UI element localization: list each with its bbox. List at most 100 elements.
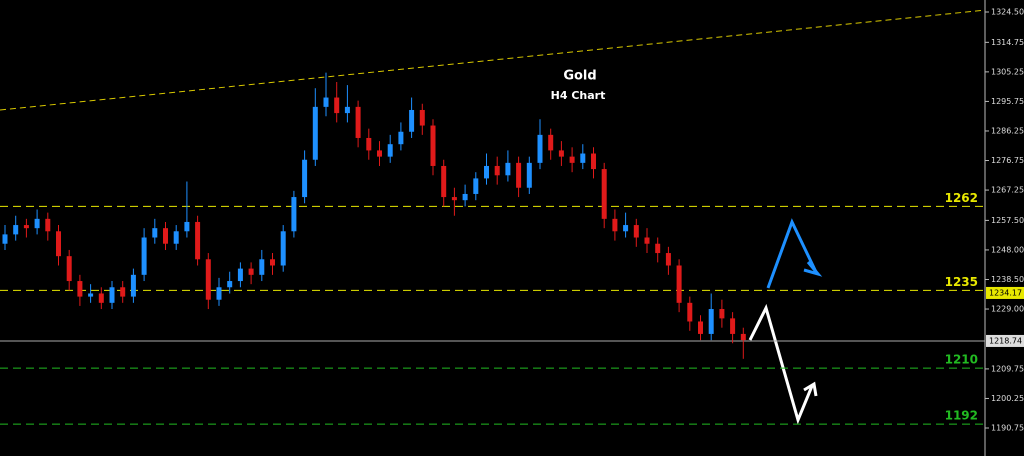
candle-body bbox=[334, 97, 340, 114]
candle-body bbox=[516, 162, 522, 188]
candle-body bbox=[558, 150, 564, 157]
price-tag: 1218.74 bbox=[989, 336, 1022, 345]
candle-body bbox=[312, 106, 318, 160]
candle-body bbox=[13, 225, 19, 235]
candle-body bbox=[719, 309, 725, 319]
candle-body bbox=[45, 218, 51, 232]
y-tick-label: 1305.25 bbox=[991, 67, 1024, 76]
price-tag-bg bbox=[986, 334, 1024, 347]
candle-body bbox=[548, 134, 554, 151]
candle-body bbox=[344, 106, 350, 114]
candle-body bbox=[173, 231, 179, 244]
up-arrow-head bbox=[803, 261, 823, 277]
candle-body bbox=[740, 333, 746, 341]
candle-body bbox=[398, 131, 404, 145]
candle-body bbox=[377, 150, 382, 157]
y-tick-label: 1314.75 bbox=[991, 38, 1024, 47]
y-tick-label: 1229.00 bbox=[991, 305, 1024, 314]
candle-body bbox=[451, 197, 457, 201]
candle-body bbox=[366, 137, 372, 151]
candle-body bbox=[387, 144, 393, 157]
price-tag-bg bbox=[986, 286, 1024, 299]
level-label: 1192 bbox=[945, 409, 978, 423]
candle-body bbox=[537, 134, 543, 163]
candle-body bbox=[441, 165, 447, 198]
y-tick-label: 1286.25 bbox=[991, 126, 1024, 135]
candle-body bbox=[665, 253, 671, 266]
candle-body bbox=[430, 125, 436, 166]
candle-body bbox=[419, 109, 425, 126]
candle-body bbox=[655, 243, 661, 254]
candle-body bbox=[88, 293, 94, 297]
candle-body bbox=[195, 221, 201, 260]
candle-body bbox=[580, 153, 586, 163]
candle-body bbox=[462, 193, 468, 201]
candle-body bbox=[109, 287, 115, 303]
candle-body bbox=[163, 228, 168, 244]
candle-body bbox=[34, 218, 40, 229]
candle-body bbox=[644, 237, 650, 244]
candle-body bbox=[612, 218, 618, 232]
down-arrow bbox=[748, 303, 814, 425]
candle-body bbox=[409, 109, 415, 132]
trendline bbox=[0, 9, 986, 111]
candle-body bbox=[141, 237, 147, 275]
candle-body bbox=[676, 265, 682, 303]
candle-body bbox=[237, 268, 243, 282]
candle-body bbox=[291, 197, 297, 232]
y-tick-label: 1209.75 bbox=[991, 364, 1024, 373]
candle-body bbox=[494, 165, 500, 176]
candle-body bbox=[152, 228, 158, 238]
candle-body bbox=[184, 221, 190, 232]
candle-body bbox=[216, 287, 222, 300]
candle-body bbox=[56, 231, 61, 257]
y-tick-label: 1257.50 bbox=[991, 216, 1024, 225]
candle-body bbox=[473, 178, 479, 194]
candle-body bbox=[66, 256, 72, 282]
chart-title: Gold bbox=[563, 69, 596, 84]
candle-body bbox=[601, 169, 607, 219]
candle-body bbox=[248, 268, 254, 275]
y-tick-label: 1248.00 bbox=[991, 245, 1024, 254]
candle-body bbox=[569, 156, 575, 163]
candle-body bbox=[120, 287, 126, 297]
up-arrow bbox=[766, 218, 818, 289]
candle-body bbox=[623, 225, 629, 232]
y-tick-label: 1295.75 bbox=[991, 97, 1024, 106]
candle-body bbox=[77, 281, 83, 297]
candle-body bbox=[591, 153, 596, 170]
candle-body bbox=[730, 318, 736, 334]
level-label: 1235 bbox=[945, 275, 978, 289]
candle-body bbox=[633, 225, 639, 238]
y-tick-label: 1200.25 bbox=[991, 394, 1024, 403]
y-tick-label: 1238.50 bbox=[991, 275, 1024, 284]
y-tick-label: 1267.25 bbox=[991, 186, 1024, 195]
candle-body bbox=[98, 293, 104, 303]
y-tick-label: 1324.50 bbox=[991, 8, 1024, 17]
level-label: 1262 bbox=[945, 191, 978, 205]
chart-subtitle: H4 Chart bbox=[551, 89, 606, 102]
price-tag: 1234.17 bbox=[989, 288, 1022, 297]
candle-body bbox=[698, 321, 703, 334]
candle-body bbox=[2, 234, 8, 244]
y-tick-label: 1190.75 bbox=[991, 424, 1024, 433]
candle-body bbox=[323, 97, 329, 107]
candle-body bbox=[259, 259, 265, 275]
candle-body bbox=[227, 281, 233, 288]
level-label: 1210 bbox=[945, 353, 978, 367]
down-arrow-head bbox=[803, 381, 818, 397]
candle-body bbox=[205, 259, 211, 300]
candle-body bbox=[505, 162, 511, 176]
candle-body bbox=[23, 225, 29, 229]
candle-body bbox=[484, 165, 489, 179]
y-tick-label: 1276.75 bbox=[991, 156, 1024, 165]
candle-body bbox=[270, 259, 275, 266]
candle-body bbox=[302, 159, 308, 198]
candle-body bbox=[280, 231, 286, 266]
candle-body bbox=[355, 106, 361, 138]
candle-body bbox=[687, 302, 693, 322]
candle-body bbox=[708, 309, 714, 334]
candle-body bbox=[526, 162, 532, 188]
